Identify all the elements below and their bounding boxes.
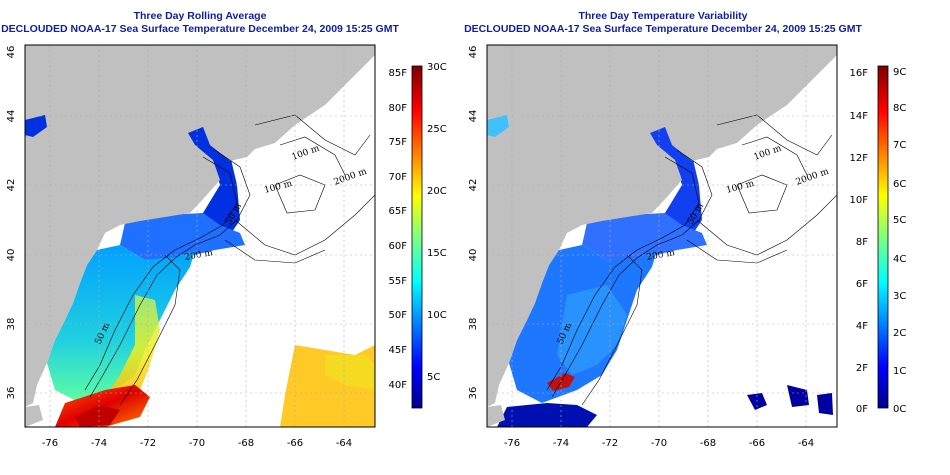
left-cb-f-label: 50F: [389, 310, 408, 321]
right-cb-c-label: 4C: [893, 254, 906, 265]
right-colorbar-f-labels: 16F 14F 12F 10F 8F 6F 4F 2F 0F: [850, 68, 869, 415]
right-cb-c-label: 0C: [893, 404, 906, 415]
left-cb-c-label: 15C: [427, 248, 447, 259]
right-map-frame: [486, 44, 838, 428]
right-colorbar: [877, 65, 889, 409]
left-slope-water: [100, 295, 160, 407]
left-cb-f-label: 60F: [389, 241, 408, 252]
left-cb-f-label: 80F: [389, 103, 408, 114]
right-bay-patch: [487, 115, 509, 137]
right-cb-c-label: 5C: [893, 215, 906, 226]
left-subtitle-line: DECLOUDED NOAA-17 Sea Surface Temperatur…: [1, 23, 399, 35]
left-contour-label: 200 m: [184, 248, 214, 263]
left-x-tick: -74: [91, 438, 107, 449]
left-cb-f-label: 40F: [389, 380, 408, 391]
left-panel-title: Three Day Rolling Average DECLOUDED NOAA…: [0, 10, 400, 36]
left-cb-c-label: 5C: [427, 372, 440, 383]
left-x-tick: -66: [287, 438, 303, 449]
left-y-tick: 42: [6, 179, 17, 192]
right-y-axis: 46 44 42 40 38 36: [468, 46, 479, 400]
left-colorbar: [411, 65, 423, 409]
right-cb-f-label: 12F: [850, 153, 869, 164]
right-cb-c-label: 7C: [893, 140, 906, 151]
right-subtitle-line: DECLOUDED NOAA-17 Sea Surface Temperatur…: [464, 23, 862, 35]
right-x-tick: -68: [700, 438, 716, 449]
right-x-tick: -64: [798, 438, 814, 449]
right-colorbar-c-labels: 9C 8C 7C 6C 5C 4C 3C 2C 1C 0C: [893, 67, 906, 415]
left-y-tick: 38: [6, 318, 17, 331]
right-y-tick: 46: [468, 46, 479, 59]
right-x-axis: -76 -74 -72 -70 -68 -66 -64: [504, 438, 814, 449]
right-cb-f-label: 10F: [850, 195, 869, 206]
right-y-tick: 36: [468, 387, 479, 400]
right-contour-label: 200 m: [646, 248, 676, 263]
right-cb-c-label: 8C: [893, 103, 906, 114]
right-x-tick: -70: [651, 438, 667, 449]
left-cb-f-label: 55F: [389, 276, 408, 287]
left-y-tick: 46: [6, 46, 17, 59]
left-x-tick: -64: [336, 438, 352, 449]
left-x-tick: -68: [238, 438, 254, 449]
left-x-tick: -76: [42, 438, 58, 449]
right-cb-f-label: 6F: [856, 279, 868, 290]
right-title-line: Three Day Temperature Variability: [578, 10, 748, 22]
right-cb-f-label: 14F: [850, 111, 869, 122]
left-cb-f-label: 65F: [389, 206, 408, 217]
left-cb-c-label: 30C: [427, 62, 447, 73]
right-cb-f-label: 2F: [856, 363, 868, 374]
left-cb-c-label: 10C: [427, 310, 447, 321]
left-map: 100 m 2000 m 100 m 50 m 200 m 50 m: [6, 44, 447, 449]
right-y-tick: 44: [468, 110, 479, 123]
left-x-axis: -76 -74 -72 -70 -68 -66 -64: [42, 438, 352, 449]
right-x-tick: -66: [749, 438, 765, 449]
left-y-tick: 44: [6, 110, 17, 123]
left-cb-f-label: 70F: [389, 172, 408, 183]
left-bay-patch: [25, 115, 47, 137]
left-cb-c-label: 20C: [427, 186, 447, 197]
left-title-line: Three Day Rolling Average: [133, 10, 267, 22]
right-y-tick: 40: [468, 249, 479, 262]
left-grid: [25, 45, 375, 427]
left-y-axis: 46 44 42 40 38 36: [6, 46, 17, 400]
right-cb-c-label: 9C: [893, 67, 906, 78]
right-cb-f-label: 16F: [850, 68, 869, 79]
right-y-tick: 42: [468, 179, 479, 192]
right-x-tick: -72: [602, 438, 618, 449]
right-x-tick: -76: [504, 438, 520, 449]
left-cb-f-label: 45F: [389, 345, 408, 356]
right-cb-f-label: 4F: [856, 321, 868, 332]
right-cb-c-label: 6C: [893, 179, 906, 190]
right-grid: [487, 45, 837, 427]
left-colorbar-f-labels: 85F 80F 75F 70F 65F 60F 55F 50F 45F 40F: [389, 68, 408, 391]
left-y-tick: 36: [6, 387, 17, 400]
left-cb-f-label: 85F: [389, 68, 408, 79]
right-cb-c-label: 3C: [893, 291, 906, 302]
left-y-tick: 40: [6, 249, 17, 262]
left-colorbar-c-labels: 30C 25C 20C 15C 10C 5C: [427, 62, 447, 383]
left-x-tick: -72: [140, 438, 156, 449]
right-cb-c-label: 2C: [893, 328, 906, 339]
left-cb-c-label: 25C: [427, 124, 447, 135]
right-cb-f-label: 0F: [856, 404, 868, 415]
left-cb-f-label: 75F: [389, 137, 408, 148]
right-map: 100 m 2000 m 100 m 50 m 200 m 50 m: [468, 44, 906, 449]
right-y-tick: 38: [468, 318, 479, 331]
right-x-tick: -74: [553, 438, 569, 449]
left-map-frame: [24, 44, 376, 428]
right-cb-c-label: 1C: [893, 366, 906, 377]
right-panel-title: Three Day Temperature Variability DECLOU…: [463, 10, 863, 36]
left-x-tick: -70: [189, 438, 205, 449]
right-cb-f-label: 8F: [856, 237, 868, 248]
